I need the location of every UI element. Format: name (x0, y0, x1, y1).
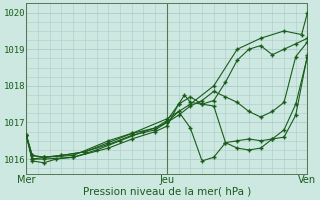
X-axis label: Pression niveau de la mer( hPa ): Pression niveau de la mer( hPa ) (83, 187, 251, 197)
